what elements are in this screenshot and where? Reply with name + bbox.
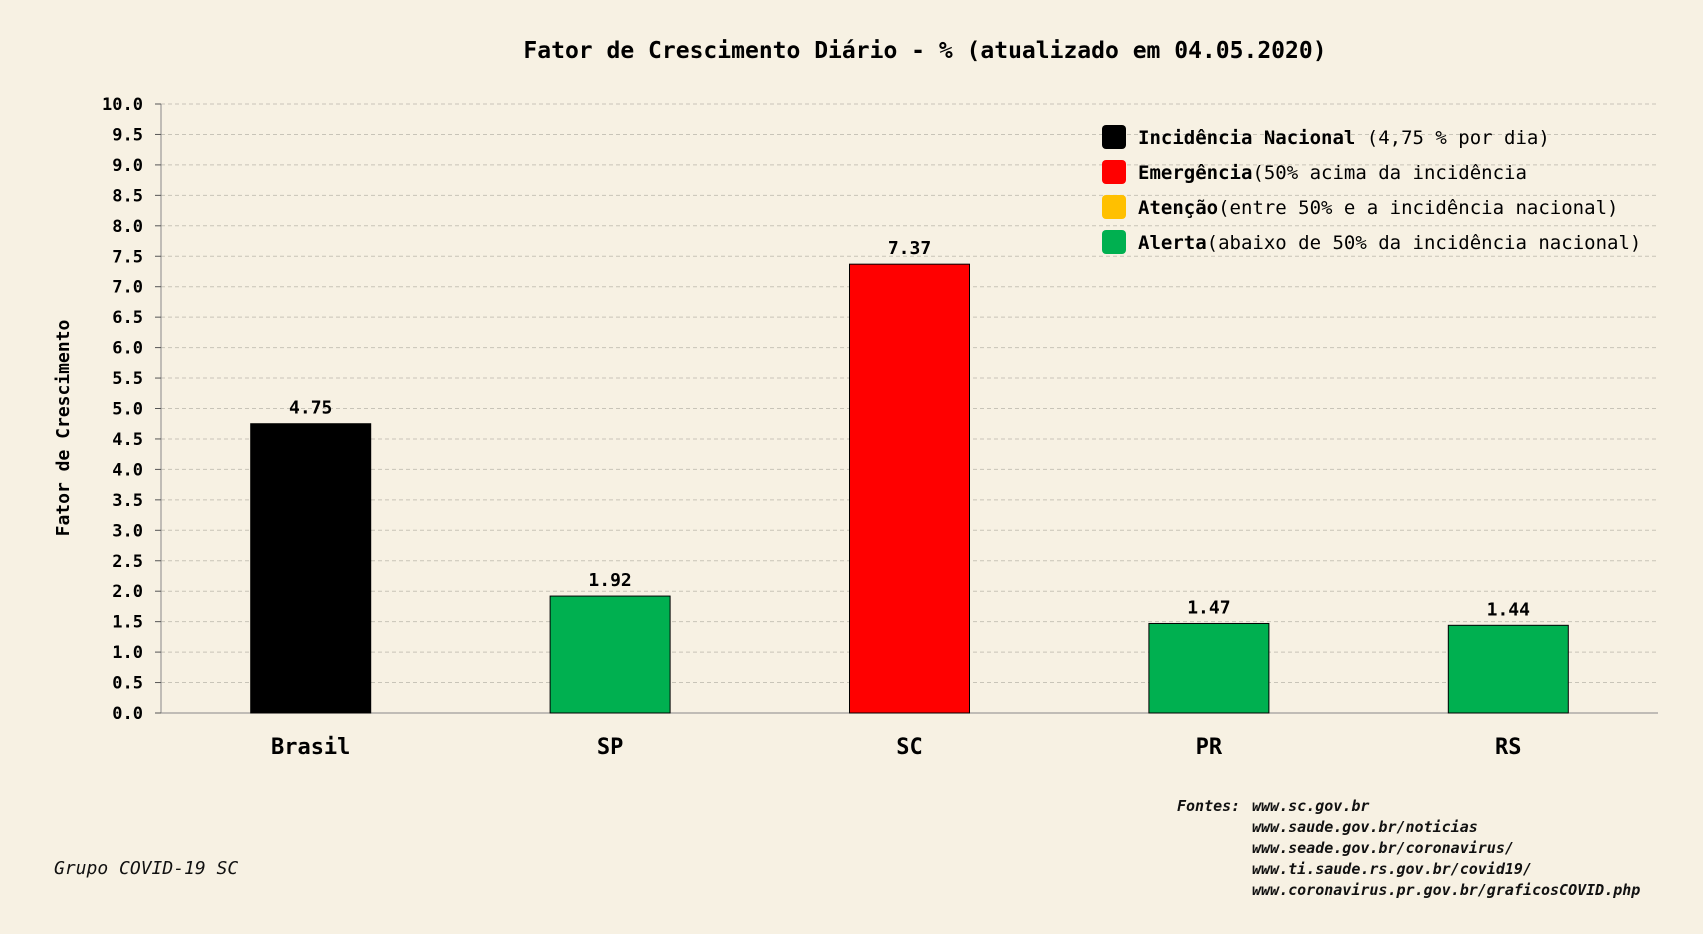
y-tick-label: 7.0: [112, 278, 143, 298]
y-tick-label: 2.0: [112, 582, 143, 602]
legend-entry: Incidência Nacional (4,75 % por dia): [1138, 127, 1550, 149]
bar: [1447, 624, 1569, 714]
y-tick-label: 0.5: [112, 674, 143, 694]
x-tick-label: SP: [597, 735, 624, 760]
source-link: www.seade.gov.br/coronavirus/: [1252, 839, 1514, 857]
y-tick-label: 10.0: [102, 95, 143, 115]
footer-credit: Grupo COVID-19 SC: [54, 858, 239, 879]
legend-entry-title: Atenção: [1138, 197, 1218, 219]
y-tick-label: 5.0: [112, 400, 143, 420]
y-tick-label: 3.0: [112, 521, 143, 541]
y-tick-label: 2.5: [112, 552, 143, 572]
legend-swatch: [1102, 160, 1126, 184]
source-link: www.sc.gov.br: [1252, 797, 1370, 815]
legend-swatch: [1102, 195, 1126, 219]
y-tick-label: 1.5: [112, 613, 143, 633]
legend-entry-desc: (abaixo de 50% da incidência nacional): [1207, 232, 1642, 254]
y-tick-label: 6.5: [112, 308, 143, 328]
bar-value-label: 1.47: [1187, 597, 1230, 618]
legend-swatch: [1102, 125, 1126, 149]
y-tick-label: 4.5: [112, 430, 143, 450]
bar: [549, 595, 671, 714]
legend-entry-desc: (50% acima da incidência: [1252, 162, 1527, 184]
source-link: www.saude.gov.br/noticias: [1252, 818, 1478, 836]
legend-entry: Atenção(entre 50% e a incidência naciona…: [1138, 197, 1618, 219]
bar-value-label: 4.75: [289, 398, 332, 419]
x-tick-label: Brasil: [271, 735, 350, 760]
y-axis-label: Fator de Crescimento: [53, 320, 74, 537]
source-link: www.ti.saude.rs.gov.br/covid19/: [1252, 860, 1532, 878]
y-tick-label: 5.5: [112, 369, 143, 389]
sources-block: Fontes: www.sc.gov.br www.saude.gov.br/no…: [1177, 796, 1640, 901]
x-tick-label: PR: [1196, 735, 1223, 760]
y-tick-label: 8.5: [112, 186, 143, 206]
y-tick-label: 6.0: [112, 339, 143, 359]
legend-entry-title: Emergência: [1138, 162, 1252, 184]
bar: [250, 423, 372, 714]
bar-value-label: 7.37: [888, 238, 931, 259]
bar-value-label: 1.44: [1487, 599, 1531, 620]
bar: [1148, 622, 1270, 714]
bar: [849, 263, 970, 714]
legend-entry-title: Incidência Nacional: [1138, 127, 1355, 149]
x-tick-label: SC: [896, 735, 923, 760]
y-tick-label: 0.0: [112, 704, 143, 724]
y-tick-label: 9.0: [112, 156, 143, 176]
legend-entry-title: Alerta: [1138, 232, 1207, 254]
legend-entry-desc: (4,75 % por dia): [1355, 127, 1549, 149]
legend-swatch: [1102, 230, 1126, 254]
legend-entry: Emergência(50% acima da incidência: [1138, 162, 1527, 184]
chart-title: Fator de Crescimento Diário - % (atualiz…: [523, 38, 1326, 64]
y-tick-label: 1.0: [112, 643, 143, 663]
y-tick-label: 9.5: [112, 125, 143, 145]
y-tick-label: 3.5: [112, 491, 143, 511]
legend-entry-desc: (entre 50% e a incidência nacional): [1218, 197, 1618, 219]
x-tick-label: RS: [1495, 735, 1522, 760]
y-tick-label: 7.5: [112, 247, 143, 267]
y-tick-label: 4.0: [112, 460, 143, 480]
source-link: www.coronavirus.pr.gov.br/graficosCOVID.…: [1252, 881, 1641, 899]
bar-value-label: 1.92: [588, 570, 631, 591]
sources-label: Fontes:: [1177, 797, 1241, 815]
y-tick-label: 8.0: [112, 217, 143, 237]
legend-entry: Alerta(abaixo de 50% da incidência nacio…: [1138, 232, 1641, 254]
